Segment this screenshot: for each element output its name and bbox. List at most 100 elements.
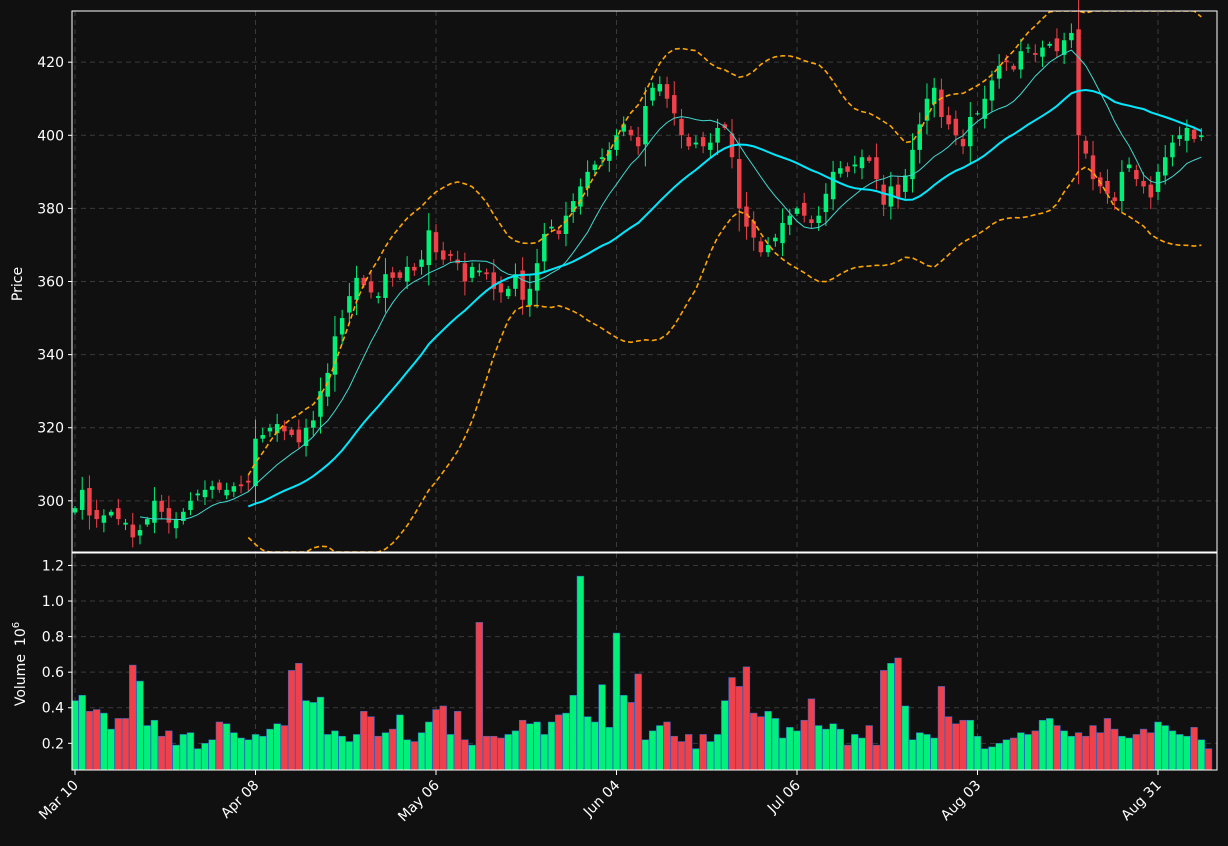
volume-bar (425, 721, 433, 771)
candle-body (787, 215, 793, 225)
volume-bar (302, 700, 310, 771)
candle-body (1011, 65, 1016, 70)
candle-body (1155, 171, 1161, 192)
volume-bar (576, 575, 585, 771)
price-ytick-label: 360 (37, 275, 64, 291)
x-tick-label: Mar 10 (36, 778, 82, 824)
volume-bar (461, 739, 469, 771)
volume-bar (670, 735, 678, 771)
volume-bar (287, 670, 296, 771)
volume-bar (959, 719, 967, 771)
volume-bar (1139, 728, 1148, 771)
volume-bar (641, 739, 650, 771)
candle-body (274, 424, 280, 434)
candle-body (549, 226, 554, 229)
candle-body (931, 87, 937, 105)
volume-bar (114, 718, 122, 771)
x-tick-label: May 06 (395, 777, 443, 825)
candle-body (1184, 127, 1190, 141)
candle-body (412, 266, 417, 271)
candle-body (751, 221, 756, 238)
volume-bar (634, 673, 642, 771)
volume-bar (1053, 725, 1061, 771)
volume-bar (952, 723, 960, 771)
candle-body (1162, 157, 1168, 176)
candle-body (946, 115, 951, 125)
candle-body (181, 511, 186, 521)
price-axis-label: Price (10, 267, 26, 301)
volume-bar (1204, 748, 1213, 771)
candle-body (801, 202, 807, 216)
volume-bar (1147, 732, 1155, 771)
volume-bar (121, 718, 130, 771)
candle-body (1141, 180, 1146, 187)
candle-body (585, 171, 590, 189)
volume-bar (699, 734, 707, 771)
volume-bar (367, 716, 375, 771)
volume-bar (446, 734, 455, 771)
candle-body (672, 95, 677, 114)
volume-bar (417, 732, 426, 771)
candle-body (289, 429, 294, 436)
volume-bar (685, 734, 693, 771)
volume-bar (656, 725, 664, 771)
volume-bar (179, 734, 187, 771)
candle-body (462, 263, 468, 282)
volume-bar (1103, 718, 1112, 771)
volume-bar (1132, 734, 1140, 771)
candle-body (816, 215, 821, 224)
candle-body (1076, 29, 1081, 136)
volume-bar (865, 725, 873, 771)
candle-body (477, 270, 482, 273)
bollinger-lower-band (247, 165, 1202, 552)
volume-bar (165, 730, 173, 771)
volume-bar (728, 677, 736, 771)
volume-bar (851, 734, 859, 771)
volume-bar (800, 719, 808, 771)
price-grid (72, 11, 1217, 552)
price-ytick-label: 300 (37, 494, 64, 510)
volume-bar (136, 680, 144, 771)
volume-bar (100, 712, 108, 771)
candle-body (513, 274, 518, 289)
volume-bar (396, 714, 404, 771)
candle-body (693, 142, 699, 145)
candle-body (592, 164, 598, 171)
candle-body (1105, 180, 1110, 194)
candle-body (1025, 47, 1031, 49)
volume-bar (973, 735, 982, 771)
volume-bar (894, 657, 902, 771)
volume-bar (518, 719, 527, 771)
candle-body (607, 149, 612, 161)
volume-ytick-label: 0.2 (42, 736, 64, 752)
candle-body (874, 157, 879, 180)
candle-body (809, 219, 814, 224)
candle-body (830, 171, 836, 200)
volume-ytick-label: 0.8 (42, 630, 64, 646)
candle-body (542, 233, 547, 262)
candle-body (845, 166, 850, 172)
volume-bar (916, 732, 924, 771)
volume-bar (482, 735, 491, 771)
candle-body (1047, 43, 1052, 46)
candle-body (838, 168, 843, 174)
candle-body (1126, 164, 1132, 169)
volume-bar (1190, 727, 1198, 771)
candle-body (895, 184, 901, 198)
candle-body (780, 223, 785, 244)
volume-bars (71, 575, 1213, 771)
candle-body (130, 524, 135, 538)
volume-bar (201, 743, 209, 771)
volume-bar (872, 744, 881, 771)
candle-body (968, 117, 973, 147)
volume-bar (1038, 719, 1047, 771)
volume-bar (309, 702, 317, 771)
volume-bar (1089, 725, 1097, 771)
volume-bar (186, 732, 195, 771)
candle-body (318, 391, 323, 417)
candle-body (1069, 32, 1074, 41)
volume-bar (930, 737, 938, 771)
volume-bar (172, 744, 180, 771)
candle-body (217, 482, 222, 490)
candle-body (404, 266, 410, 282)
